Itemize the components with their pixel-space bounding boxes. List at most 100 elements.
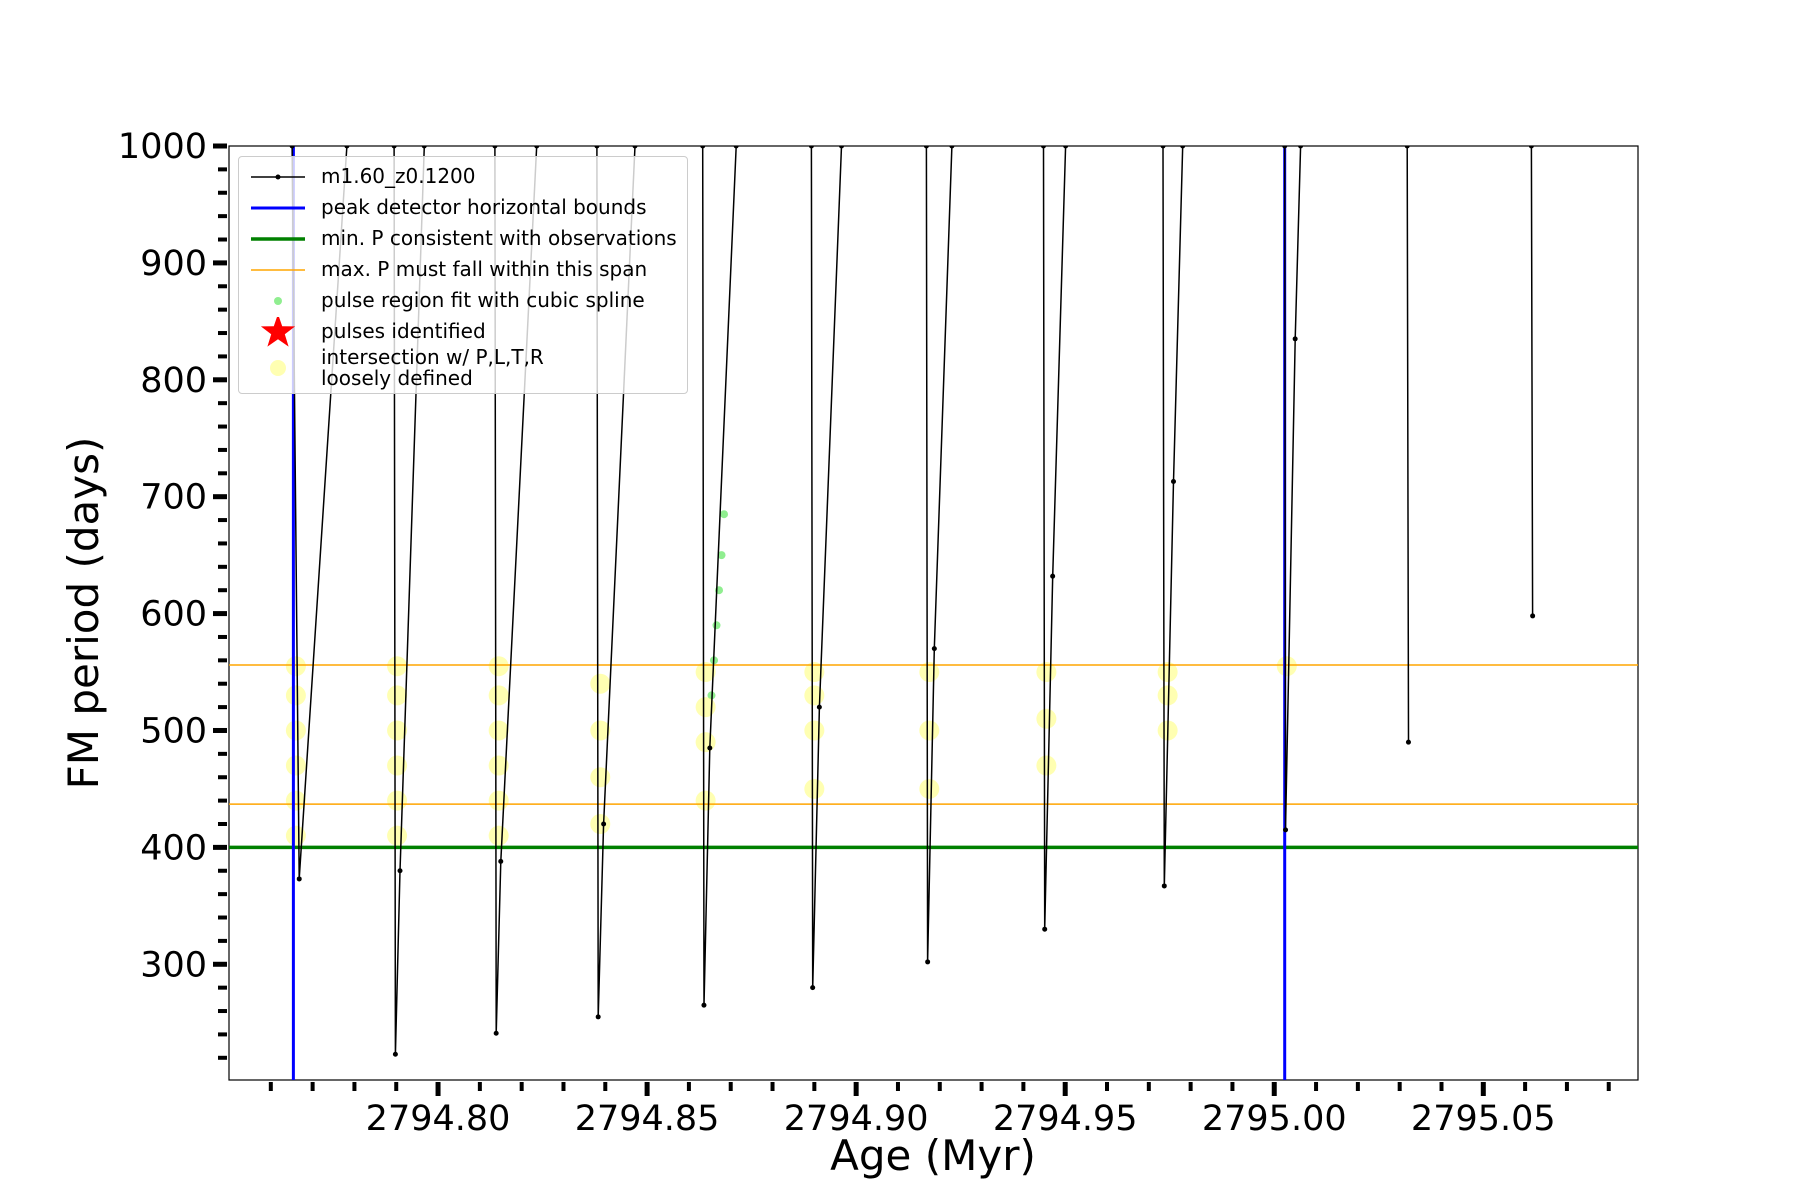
line-marker bbox=[289, 146, 295, 149]
circle-marker bbox=[695, 732, 716, 753]
line-marker bbox=[1528, 146, 1534, 149]
circle-marker bbox=[285, 825, 306, 846]
line-marker bbox=[595, 1014, 601, 1020]
line-marker bbox=[594, 146, 600, 149]
legend-glyph bbox=[274, 296, 282, 305]
y-tick-label: 800 bbox=[140, 361, 207, 401]
line-marker bbox=[1298, 146, 1304, 149]
circle-marker bbox=[804, 685, 825, 706]
line-marker bbox=[392, 1051, 398, 1057]
line-marker bbox=[296, 876, 302, 882]
circle-marker bbox=[919, 720, 940, 741]
dot-marker bbox=[712, 621, 721, 630]
line-marker bbox=[344, 146, 350, 149]
circle-marker bbox=[1036, 755, 1057, 776]
line-marker bbox=[1283, 827, 1289, 833]
line-marker bbox=[1040, 146, 1046, 149]
line-marker bbox=[492, 146, 498, 149]
circle-marker bbox=[285, 720, 306, 741]
line-marker bbox=[632, 146, 638, 149]
line-marker bbox=[1160, 146, 1166, 149]
legend-entry: m1.60_z0.1200 bbox=[239, 161, 687, 192]
circle-marker bbox=[387, 656, 408, 677]
line-marker bbox=[1170, 478, 1176, 484]
circle-marker bbox=[1276, 656, 1297, 677]
y-tick-label: 1000 bbox=[118, 127, 207, 167]
x-tick-label: 2795.00 bbox=[1202, 1099, 1347, 1139]
legend-label: max. P must fall within this span bbox=[321, 257, 648, 281]
line-marker bbox=[1530, 613, 1536, 619]
circle-marker bbox=[590, 813, 611, 834]
y-tick-label: 900 bbox=[140, 244, 207, 284]
circle-marker bbox=[488, 656, 509, 677]
legend-glyph bbox=[275, 174, 281, 179]
line-marker bbox=[839, 146, 845, 149]
circle-marker bbox=[1157, 685, 1178, 706]
line-marker bbox=[1180, 146, 1186, 149]
legend-entry: max. P must fall within this span bbox=[239, 254, 687, 285]
x-tick-label: 2794.90 bbox=[784, 1099, 929, 1139]
legend-glyph bbox=[270, 360, 286, 376]
circle-marker bbox=[590, 720, 611, 741]
legend-entry: pulse region fit with cubic spline bbox=[239, 285, 687, 316]
legend-icon bbox=[251, 236, 305, 241]
x-tick-label: 2794.85 bbox=[575, 1099, 720, 1139]
line-marker bbox=[925, 959, 931, 965]
circle-marker bbox=[804, 720, 825, 741]
line-marker bbox=[707, 745, 713, 751]
line-marker bbox=[1292, 336, 1298, 342]
y-tick-label: 700 bbox=[140, 478, 207, 518]
line-marker bbox=[1161, 883, 1167, 889]
line-marker bbox=[931, 646, 937, 652]
circle-marker bbox=[387, 755, 408, 776]
line-marker bbox=[421, 146, 427, 149]
circle-marker bbox=[488, 685, 509, 706]
line-marker bbox=[1042, 926, 1048, 932]
line-marker bbox=[700, 146, 706, 149]
line-marker bbox=[733, 146, 739, 149]
circle-marker bbox=[695, 790, 716, 811]
plot-frame bbox=[228, 145, 1639, 1081]
circle-marker bbox=[488, 790, 509, 811]
line-marker bbox=[923, 146, 929, 149]
circle-marker bbox=[1157, 662, 1178, 683]
line-marker bbox=[397, 868, 403, 874]
line-marker bbox=[1404, 146, 1410, 149]
legend-label: intersection w/ P,L,T,R loosely defined bbox=[321, 345, 544, 390]
legend-label: pulse region fit with cubic spline bbox=[321, 288, 645, 312]
legend-entry: min. P consistent with observations bbox=[239, 223, 687, 254]
line-marker bbox=[949, 146, 955, 149]
y-tick-label: 500 bbox=[140, 711, 207, 751]
circle-marker bbox=[804, 662, 825, 683]
circle-marker bbox=[1036, 708, 1057, 729]
circle-marker bbox=[695, 662, 716, 683]
circle-marker bbox=[285, 755, 306, 776]
line-marker bbox=[493, 1030, 499, 1036]
circle-marker bbox=[387, 825, 408, 846]
circle-marker bbox=[488, 755, 509, 776]
line-marker bbox=[1282, 146, 1288, 149]
legend-entry: intersection w/ P,L,T,R loosely defined bbox=[239, 347, 687, 389]
y-tick-label: 300 bbox=[140, 945, 207, 985]
circle-marker bbox=[590, 673, 611, 694]
x-tick-label: 2794.95 bbox=[993, 1099, 1138, 1139]
legend-glyph bbox=[260, 316, 296, 347]
circle-marker bbox=[285, 656, 306, 677]
legend-entry: peak detector horizontal bounds bbox=[239, 192, 687, 223]
circle-marker bbox=[488, 720, 509, 741]
legend-label: min. P consistent with observations bbox=[321, 226, 677, 250]
circle-marker bbox=[285, 790, 306, 811]
line-marker bbox=[1063, 146, 1069, 149]
line-marker bbox=[391, 146, 397, 149]
circle-marker bbox=[387, 685, 408, 706]
line-marker bbox=[1405, 739, 1411, 745]
line-marker bbox=[816, 704, 822, 710]
legend: m1.60_z0.1200 peak detector horizontal bo… bbox=[238, 156, 688, 394]
plot-area bbox=[229, 146, 1638, 1080]
legend-icon bbox=[251, 174, 305, 179]
legend-label: pulses identified bbox=[321, 319, 486, 343]
dot-marker bbox=[720, 510, 729, 519]
x-tick-label: 2794.80 bbox=[366, 1099, 511, 1139]
circle-marker bbox=[285, 685, 306, 706]
